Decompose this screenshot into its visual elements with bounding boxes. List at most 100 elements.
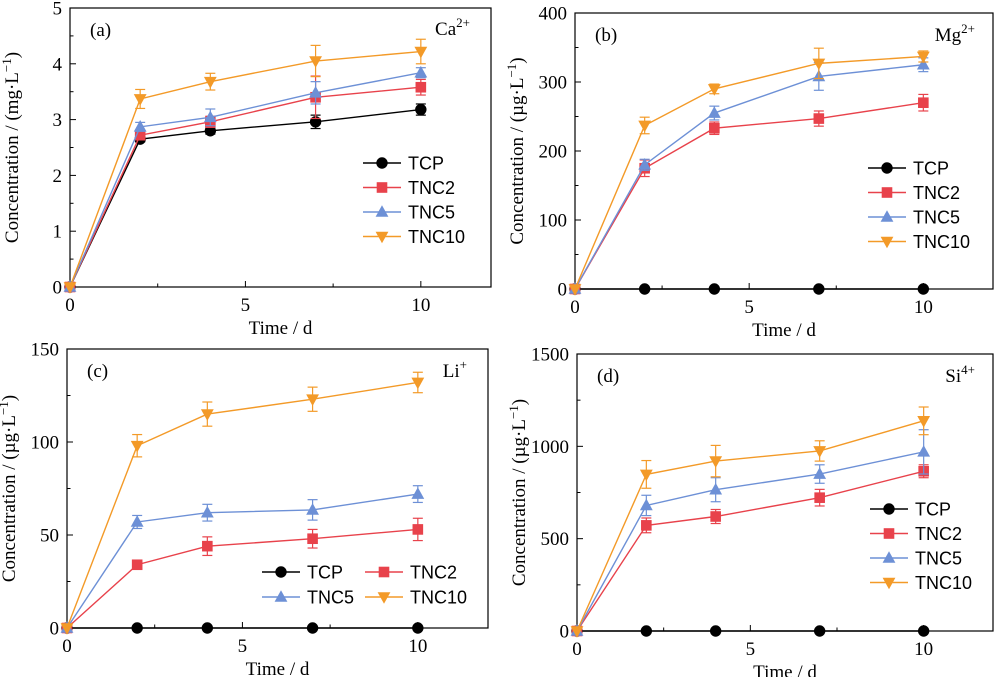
- data-point: [411, 377, 425, 390]
- data-point: [639, 469, 653, 482]
- legend-entry-tnc10: TNC10: [365, 588, 467, 608]
- y-axis-title-sup: −1: [0, 401, 11, 415]
- legend-marker: [880, 236, 894, 249]
- data-point: [200, 409, 214, 421]
- legend-label: TNC2: [410, 563, 457, 583]
- panel-d: 0 5 10 0 500 1000 1500 Time / d Concentration / …: [506, 345, 994, 677]
- legend-entry-tnc10: TNC10: [870, 573, 972, 593]
- legend-entry-tnc5: TNC5: [868, 208, 960, 228]
- y-tick-label: 50: [40, 526, 59, 547]
- data-point: [568, 284, 582, 296]
- data-point: [130, 440, 144, 453]
- ion-label: Ca2+: [435, 15, 470, 40]
- y-axis-title-sup: −1: [0, 58, 14, 72]
- y-axis-title: Concentration / (µg·L−1): [504, 57, 528, 244]
- legend-entry-tcp: TCP: [363, 154, 444, 174]
- y-axis-title-end: ): [0, 395, 20, 401]
- legend-entry-tnc2: TNC2: [365, 563, 457, 583]
- y-axis-title-main: Concentration / (µg·L: [0, 415, 20, 582]
- series-line: [69, 72, 421, 288]
- data-point: [638, 283, 651, 295]
- x-tick-label: 5: [238, 636, 248, 657]
- data-point: [917, 416, 931, 428]
- data-point: [201, 622, 214, 634]
- legend-marker: [375, 205, 389, 217]
- y-axis-title: Concentration / (µg·L−1): [506, 399, 530, 586]
- panel-label: (a): [90, 20, 111, 41]
- data-point: [813, 113, 825, 124]
- series-tnc10: [63, 38, 428, 294]
- y-axis-title-main: Concentration / (µg·L: [509, 419, 530, 586]
- legend-marker: [274, 590, 288, 602]
- data-point: [307, 533, 318, 545]
- data-point: [415, 103, 427, 116]
- y-tick-label: 0: [50, 619, 60, 640]
- ion-label: Si4+: [945, 362, 975, 387]
- data-point: [412, 524, 424, 535]
- y-tick-label: 100: [539, 211, 568, 232]
- legend-label: TCP: [915, 500, 951, 520]
- y-axis-title-sup: −1: [506, 405, 521, 419]
- data-point: [414, 65, 428, 78]
- legend-marker: [275, 566, 287, 578]
- y-tick-label: 0: [53, 278, 63, 299]
- legend-marker: [881, 187, 893, 198]
- ion-symbol: Si: [945, 366, 961, 387]
- series-tcp: [64, 103, 427, 293]
- series-tnc10: [568, 47, 930, 296]
- series-line: [574, 64, 924, 290]
- data-point: [707, 84, 721, 96]
- ion-label: Li+: [443, 357, 467, 382]
- legend-entry-tcp: TCP: [868, 159, 949, 179]
- legend-marker: [377, 592, 391, 604]
- series-tnc5: [60, 485, 425, 633]
- legend-marker: [883, 528, 895, 539]
- data-point: [813, 446, 827, 458]
- legend-entry-tnc5: TNC5: [870, 549, 962, 569]
- legend-label: TNC5: [915, 549, 962, 569]
- legend-marker: [882, 577, 896, 590]
- data-point: [917, 445, 931, 457]
- legend-marker: [883, 503, 895, 515]
- series-line: [66, 528, 418, 629]
- y-tick-label: 0: [560, 622, 570, 643]
- y-tick-label: 2: [53, 166, 63, 187]
- ion-charge: 2+: [961, 21, 975, 36]
- data-point: [412, 622, 424, 634]
- ion-symbol: Li: [443, 361, 460, 382]
- y-axis-title-main: Concentration / (µg·L: [507, 78, 528, 245]
- panel-label: (b): [595, 25, 617, 46]
- data-point: [708, 283, 721, 295]
- data-point: [200, 505, 214, 518]
- series-line: [69, 50, 421, 288]
- y-axis-title: Concentration / (mg·L−1): [0, 52, 23, 243]
- series-line: [66, 493, 418, 629]
- series-tnc2: [571, 464, 929, 637]
- legend: TCP TNC2 TNC5 TNC10: [868, 159, 970, 252]
- series-line: [576, 451, 924, 632]
- legend-marker: [378, 566, 390, 578]
- data-point: [709, 482, 723, 495]
- y-tick-label: 400: [539, 4, 568, 25]
- panel-label: (d): [597, 366, 619, 387]
- data-point: [202, 540, 213, 552]
- legend-label: TCP: [307, 563, 343, 583]
- y-axis-title-end: ): [507, 57, 528, 63]
- legend-marker: [882, 551, 896, 563]
- y-tick-label: 5: [53, 0, 63, 20]
- x-tick-label: 10: [411, 295, 430, 316]
- legend-entry-tcp: TCP: [262, 563, 343, 583]
- y-tick-label: 100: [31, 433, 60, 454]
- data-point: [812, 58, 826, 71]
- data-point: [411, 487, 425, 499]
- data-point: [415, 81, 427, 93]
- data-point: [916, 57, 930, 70]
- y-axis-title-end: ): [509, 399, 530, 405]
- data-point: [918, 97, 929, 108]
- data-point: [813, 467, 827, 479]
- x-axis-title: Time / d: [753, 662, 817, 677]
